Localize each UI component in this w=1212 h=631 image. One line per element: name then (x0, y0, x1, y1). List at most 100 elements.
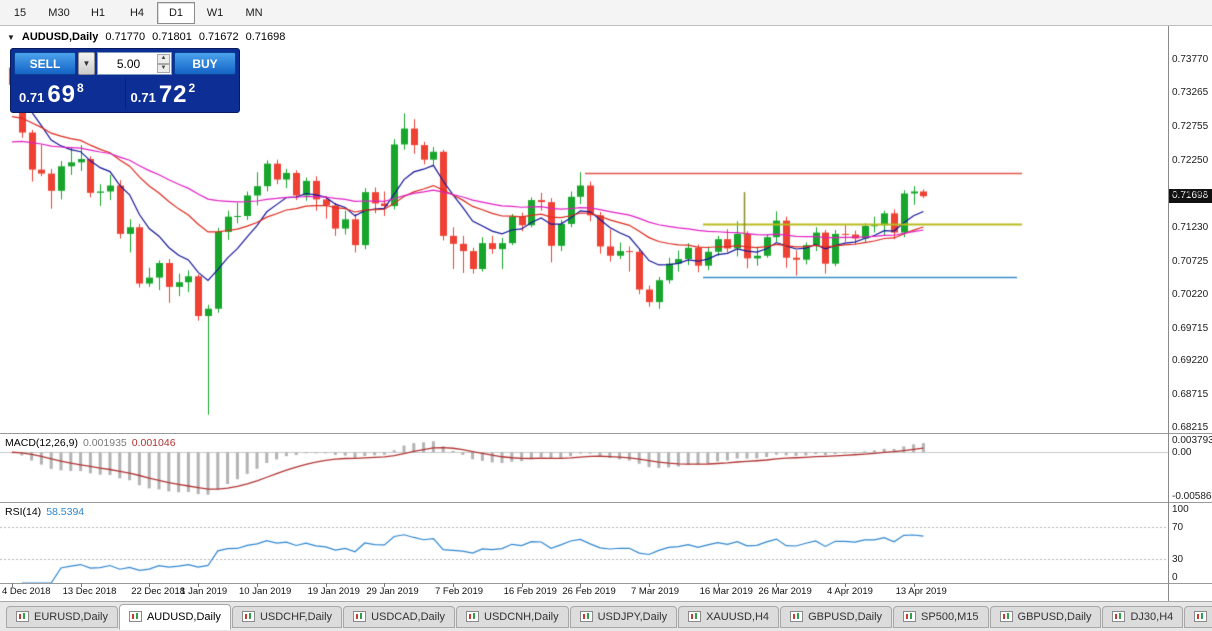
tab-chart-icon (688, 611, 702, 622)
date-axis-tick (326, 583, 327, 587)
pane-separator[interactable] (0, 502, 1212, 503)
price-axis-label: 0.68215 (1172, 421, 1209, 433)
buy-price-prefix: 0.71 (130, 90, 156, 105)
rsi-axis-label: 70 (1172, 522, 1184, 533)
chart-tab-eurusd-daily[interactable]: EURUSD,Daily (6, 605, 118, 628)
macd-main-value: 0.001935 (82, 437, 127, 449)
date-axis-tick (845, 583, 846, 587)
macd-canvas[interactable] (0, 434, 1168, 502)
tab-label: DJ30,H4 (1130, 610, 1174, 623)
price-axis-label: 0.69715 (1172, 322, 1209, 334)
volume-spinner: ▲ ▼ (157, 54, 170, 73)
volume-value: 5.00 (116, 56, 141, 71)
collapse-chart-icon[interactable]: ▼ (7, 33, 15, 42)
date-axis-label: 29 Jan 2019 (366, 586, 419, 597)
tab-chart-icon (579, 611, 593, 622)
pane-separator[interactable] (0, 433, 1212, 434)
timeframe-button-mn[interactable]: MN (245, 6, 263, 19)
sell-price-pip: 8 (77, 81, 84, 95)
sell-button[interactable]: SELL (14, 52, 76, 75)
date-axis-tick (453, 583, 454, 587)
price-axis-separator (1168, 26, 1169, 601)
date-axis-tick (384, 583, 385, 587)
date-axis-tick (198, 583, 199, 587)
price-axis-label: 0.71230 (1172, 222, 1209, 234)
volume-dropdown-icon[interactable]: ▼ (78, 52, 95, 75)
date-axis-tick (776, 583, 777, 587)
price-axis-label: 0.70725 (1172, 255, 1209, 267)
chart-tab-usdjpy-daily[interactable]: USDJPY,Daily (569, 605, 678, 628)
tab-chart-icon (903, 611, 917, 622)
volume-input[interactable]: 5.00 ▲ ▼ (97, 52, 172, 75)
date-axis-label: 26 Feb 2019 (562, 586, 616, 597)
ohlc-low: 0.71672 (198, 31, 239, 43)
date-axis-tick (914, 583, 915, 587)
buy-price-big: 72 (158, 81, 188, 108)
price-axis-label: 0.71740 (1172, 188, 1209, 200)
ohlc-open: 0.71770 (105, 31, 146, 43)
timeframe-button-h4[interactable]: H4 (129, 6, 145, 19)
date-axis-label: 26 Mar 2019 (758, 586, 812, 597)
chart-tab-usdcad-daily[interactable]: USDCAD,Daily (343, 605, 456, 628)
ohlc-high: 0.71801 (152, 31, 192, 43)
tab-chart-icon (466, 611, 480, 622)
timeframe-button-h1[interactable]: H1 (90, 6, 106, 19)
date-axis-tick (522, 583, 523, 587)
tab-label: GBPUSD,Daily (1017, 610, 1092, 623)
chart-symbol-header: ▼ AUDUSD,Daily 0.71770 0.71801 0.71672 0… (7, 31, 285, 43)
tab-label: AUDUSD,Daily (146, 610, 221, 623)
tab-chart-icon (790, 611, 804, 622)
timeframe-button-15[interactable]: 15 (13, 6, 27, 19)
chart-tab-usdcnh-daily[interactable]: USDCNH,Daily (456, 605, 569, 628)
spinner-up-icon[interactable]: ▲ (157, 54, 170, 64)
date-axis-label: 7 Feb 2019 (435, 586, 484, 597)
tab-chart-icon (241, 611, 255, 622)
price-axis-label: 0.73770 (1172, 53, 1209, 65)
date-axis-label: 22 Dec 2018 (131, 586, 186, 597)
buy-price-display: 0.71 72 2 (124, 78, 237, 109)
date-axis-label: 1 Jan 2019 (180, 586, 228, 597)
timeframe-button-m30[interactable]: M30 (48, 6, 70, 19)
date-axis-tick (718, 583, 719, 587)
sell-price-prefix: 0.71 (19, 90, 45, 105)
chart-tab-gbpusd-daily[interactable]: GBPUSD,Daily (780, 605, 893, 628)
chart-tab-xauusd-h4[interactable]: XAUUSD,H4 (678, 605, 780, 628)
tab-label: USDCHF,Daily (259, 610, 333, 623)
spinner-down-icon[interactable]: ▼ (157, 63, 170, 73)
macd-name: MACD(12,26,9) (5, 437, 78, 449)
chart-tab-tech100-h1[interactable]: TECH100,H1 (1184, 605, 1212, 628)
tab-label: USDCNH,Daily (484, 610, 559, 623)
chart-tab-dj30-h4[interactable]: DJ30,H4 (1102, 605, 1184, 628)
tab-chart-icon (1112, 611, 1126, 622)
rsi-value: 58.5394 (46, 506, 85, 518)
rsi-canvas[interactable] (0, 503, 1168, 583)
date-axis-label: 7 Mar 2019 (631, 586, 680, 597)
macd-label: MACD(12,26,9) 0.001935 0.001046 (5, 437, 176, 449)
tab-label: USDJPY,Daily (597, 610, 668, 623)
date-axis-tick (81, 583, 82, 587)
date-axis-tick (149, 583, 150, 587)
tab-label: EURUSD,Daily (34, 610, 108, 623)
chart-tab-audusd-daily[interactable]: AUDUSD,Daily (118, 603, 231, 630)
pane-separator[interactable] (0, 583, 1212, 584)
current-price-badge: 0.71698 (1169, 189, 1212, 204)
chart-tab-usdchf-daily[interactable]: USDCHF,Daily (231, 605, 343, 628)
date-axis-label: 4 Dec 2018 (2, 586, 51, 597)
buy-button[interactable]: BUY (174, 52, 236, 75)
date-axis-label: 19 Jan 2019 (307, 586, 360, 597)
chart-tab-sp500-m15[interactable]: SP500,M15 (893, 605, 989, 628)
sell-price-display: 0.71 69 8 (14, 78, 125, 109)
rsi-label: RSI(14) 58.5394 (5, 506, 84, 518)
tab-label: GBPUSD,Daily (808, 610, 883, 623)
timeframe-button-d1[interactable]: D1 (157, 1, 195, 24)
tab-chart-icon (1194, 611, 1208, 622)
price-axis-label: 0.73265 (1172, 87, 1209, 99)
ohlc-close: 0.71698 (245, 31, 286, 43)
date-axis-label: 4 Apr 2019 (827, 586, 873, 597)
rsi-name: RSI(14) (5, 506, 42, 518)
timeframe-button-w1[interactable]: W1 (206, 6, 224, 19)
chart-tab-gbpusd-daily[interactable]: GBPUSD,Daily (989, 605, 1102, 628)
rsi-axis-label: 100 (1172, 504, 1189, 515)
date-axis-label: 13 Apr 2019 (895, 586, 947, 597)
